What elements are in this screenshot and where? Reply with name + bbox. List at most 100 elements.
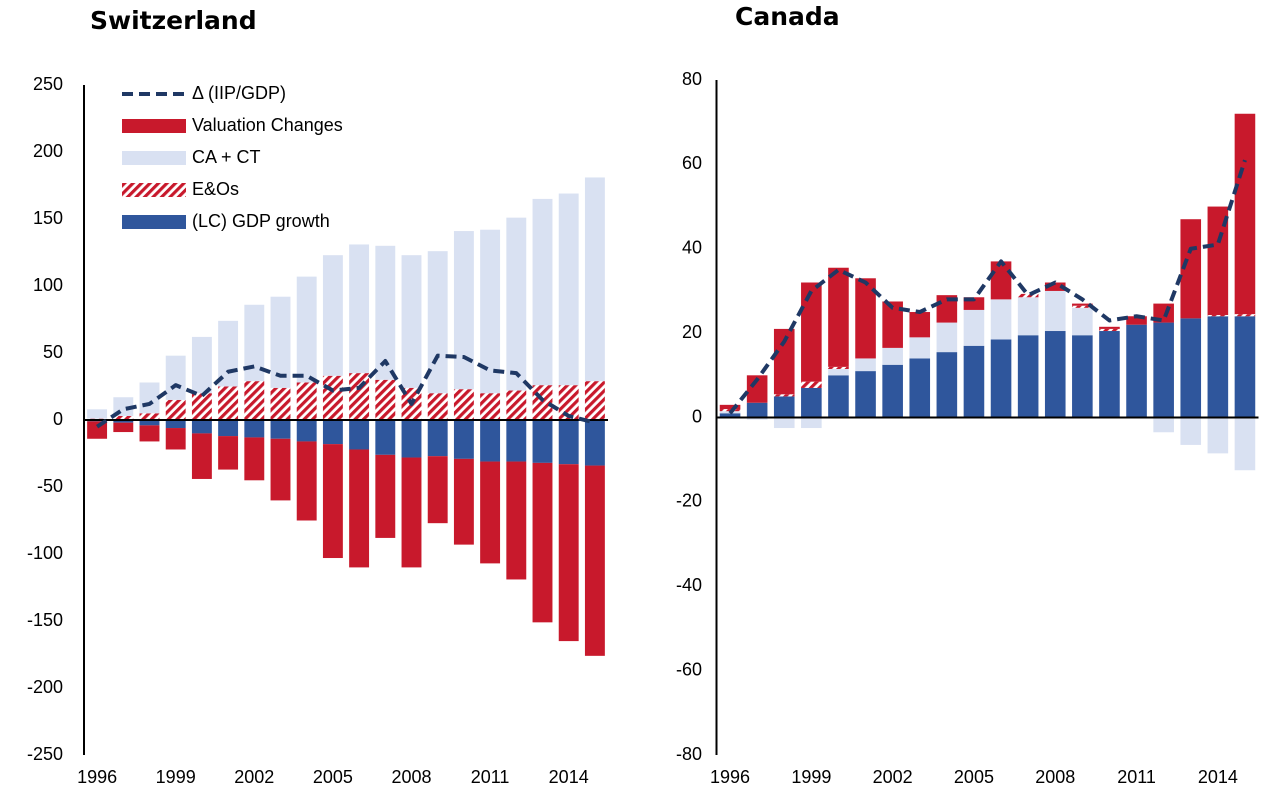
bar-segment (828, 366, 849, 369)
y-tick-label: -100 (27, 543, 63, 563)
bar-segment (401, 255, 422, 388)
bar-segment (453, 458, 474, 545)
y-tick-label: 0 (53, 409, 63, 429)
bar-segment (453, 420, 474, 459)
bar-segment (349, 420, 370, 450)
bar-segment (296, 420, 317, 442)
bar-segment (801, 417, 822, 429)
bar-segment (1017, 335, 1039, 418)
bar-segment (349, 244, 370, 374)
x-tick-label: 2014 (1198, 767, 1238, 787)
bar-segment (296, 441, 317, 521)
bar-segment (191, 336, 212, 394)
bar-segment (322, 255, 343, 376)
x-tick-label: 2011 (1117, 767, 1156, 787)
bar-segment (480, 461, 501, 564)
bar-segment (532, 420, 553, 463)
chart-title: Canada (735, 2, 840, 31)
bar-segment (427, 420, 448, 457)
bar-segment (963, 309, 985, 346)
bar-segment (909, 337, 931, 359)
bar-segment (532, 462, 553, 623)
bar-segment (165, 420, 186, 429)
bar-segment (270, 420, 291, 439)
bar-segment (270, 296, 291, 388)
bar-segment (349, 373, 370, 420)
legend-label: (LC) GDP growth (192, 211, 330, 231)
bar-segment (218, 420, 239, 437)
bar-segment (855, 278, 876, 359)
bar-segment (990, 299, 1012, 340)
bar-segment (1072, 307, 1093, 336)
line-series (95, 353, 596, 429)
bar-segment (746, 375, 768, 403)
x-tick-label: 2008 (1035, 767, 1075, 787)
bar-segment (909, 312, 931, 338)
bar-segment (165, 399, 186, 420)
bar-segment (296, 382, 317, 420)
bar-segment (1044, 282, 1066, 291)
bar-segment (480, 420, 501, 462)
y-tick-label: -80 (676, 744, 702, 764)
bar-segment (1099, 326, 1120, 329)
bar-segment (801, 282, 822, 382)
bar-segment (773, 328, 795, 395)
bar-segment (1180, 219, 1202, 319)
bar-segment (453, 389, 474, 420)
bar-segment (990, 261, 1012, 300)
bar-segment (558, 385, 579, 420)
bar-segment (87, 409, 108, 419)
bar-segment (801, 381, 822, 388)
y-tick-label: -40 (676, 575, 702, 595)
bar-segment (427, 251, 448, 394)
bar-segment (322, 420, 343, 445)
bar-segment (1072, 335, 1093, 418)
bar-segment (773, 394, 795, 397)
bar-segment (1099, 328, 1120, 332)
bar-segment (375, 379, 396, 420)
y-tick-label: -50 (37, 476, 63, 496)
bar-segment (1234, 314, 1256, 317)
bar-segment (584, 420, 605, 466)
legend-swatch (122, 151, 186, 165)
y-tick-label: 100 (33, 275, 63, 295)
legend-label: Valuation Changes (192, 115, 343, 135)
bar-segment (1234, 113, 1256, 315)
bar-segment (1044, 290, 1066, 332)
legend-label: E&Os (192, 179, 239, 199)
bar-segment (113, 415, 134, 420)
bar-segment (506, 390, 527, 420)
bar-segment (532, 198, 553, 386)
y-tick-label: 0 (692, 406, 702, 426)
bar-segment (244, 437, 265, 481)
bar-segment (375, 454, 396, 538)
y-tick-label: 150 (33, 208, 63, 228)
bar-segment (244, 420, 265, 438)
x-tick-label: 2002 (234, 767, 274, 787)
bar-segment (139, 413, 160, 420)
bar-segment (1207, 417, 1229, 454)
bar-segment (558, 193, 579, 386)
bar-segment (1126, 316, 1147, 325)
x-tick-label: 2011 (471, 767, 510, 787)
x-tick-label: 2008 (391, 767, 431, 787)
bar-segment (963, 345, 985, 418)
y-tick-label: 40 (682, 238, 702, 258)
bar-segment (584, 465, 605, 656)
bar-segment (1180, 318, 1202, 418)
bar-segment (191, 393, 212, 420)
bar-segment (427, 456, 448, 524)
bar-segment (909, 358, 931, 418)
legend-swatch (122, 215, 186, 229)
y-tick-label: -200 (27, 677, 63, 697)
bar-segment (113, 422, 134, 433)
x-tick-label: 1996 (710, 767, 750, 787)
bar-segment (165, 428, 186, 450)
legend-label: CA + CT (192, 147, 261, 167)
bar-segment (882, 301, 903, 348)
bar-segment (1207, 314, 1229, 317)
y-tick-label: 200 (33, 141, 63, 161)
bar-segment (882, 364, 903, 418)
bar-segment (584, 177, 605, 382)
bar-segment (1180, 417, 1202, 445)
